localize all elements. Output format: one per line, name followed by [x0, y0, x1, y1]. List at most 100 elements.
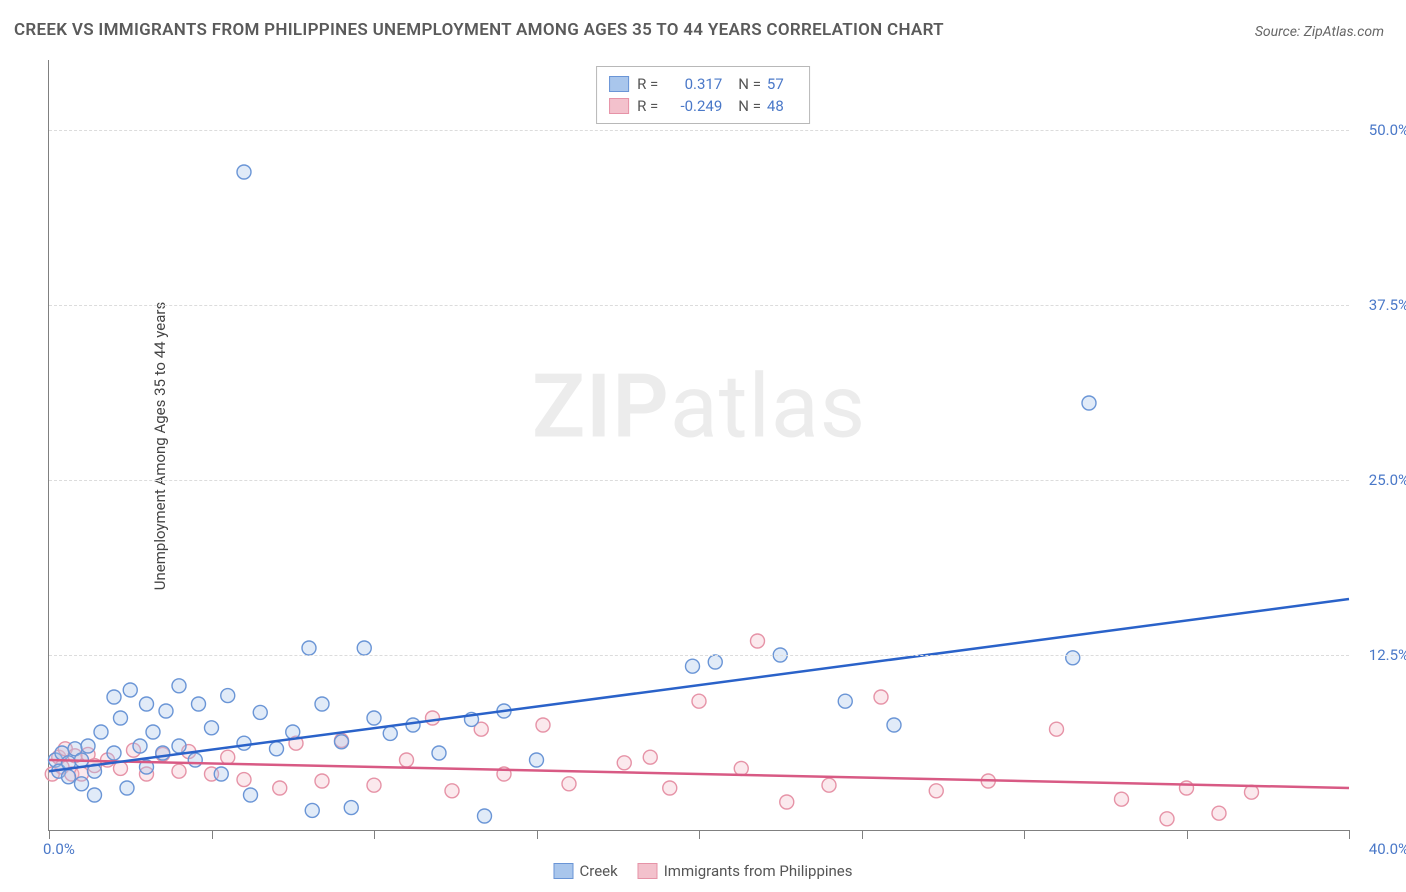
data-point-creek — [88, 788, 102, 802]
data-point-philippines — [751, 634, 765, 648]
data-point-philippines — [1212, 806, 1226, 820]
data-point-philippines — [273, 781, 287, 795]
data-point-creek — [478, 809, 492, 823]
data-point-creek — [159, 704, 173, 718]
legend-stats: R = 0.317 N = 57 R = -0.249 N = 48 — [596, 66, 810, 124]
n-label: N = — [738, 95, 761, 117]
data-point-philippines — [1160, 812, 1174, 826]
data-point-creek — [188, 753, 202, 767]
data-point-creek — [62, 770, 76, 784]
data-point-philippines — [426, 711, 440, 725]
data-point-creek — [708, 655, 722, 669]
y-tick-label: 12.5% — [1355, 646, 1406, 664]
data-point-philippines — [315, 774, 329, 788]
data-point-creek — [1082, 396, 1096, 410]
legend-stats-row-creek: R = 0.317 N = 57 — [609, 73, 797, 95]
data-point-creek — [123, 683, 137, 697]
r-label: R = — [637, 73, 658, 95]
data-point-creek — [81, 739, 95, 753]
legend-swatch-philippines — [609, 98, 629, 114]
data-point-creek — [270, 742, 284, 756]
data-point-creek — [1066, 651, 1080, 665]
legend-swatch-creek-icon — [553, 863, 573, 879]
x-origin-label: 0.0% — [43, 840, 75, 858]
data-point-creek — [107, 690, 121, 704]
r-value-creek: 0.317 — [664, 73, 722, 95]
legend-swatch-creek — [609, 76, 629, 92]
data-point-creek — [120, 781, 134, 795]
data-point-philippines — [1180, 781, 1194, 795]
r-value-philippines: -0.249 — [664, 95, 722, 117]
chart-title: CREEK VS IMMIGRANTS FROM PHILIPPINES UNE… — [14, 20, 944, 40]
grid-line — [49, 130, 1349, 131]
data-point-creek — [335, 735, 349, 749]
data-point-creek — [838, 694, 852, 708]
legend-label-philippines: Immigrants from Philippines — [664, 862, 853, 880]
x-tick — [537, 830, 538, 839]
data-point-creek — [530, 753, 544, 767]
data-point-creek — [887, 718, 901, 732]
grid-line — [49, 655, 1349, 656]
legend-series: Creek Immigrants from Philippines — [553, 862, 852, 880]
data-point-creek — [344, 801, 358, 815]
data-point-creek — [305, 803, 319, 817]
x-tick — [49, 830, 50, 839]
data-point-philippines — [172, 764, 186, 778]
data-point-philippines — [822, 778, 836, 792]
x-tick — [1187, 830, 1188, 839]
legend-stats-row-philippines: R = -0.249 N = 48 — [609, 95, 797, 117]
x-tick — [212, 830, 213, 839]
data-point-philippines — [400, 753, 414, 767]
data-point-philippines — [734, 761, 748, 775]
data-point-philippines — [874, 690, 888, 704]
data-point-creek — [286, 725, 300, 739]
data-point-creek — [357, 641, 371, 655]
chart-svg — [49, 60, 1349, 830]
legend-item-creek: Creek — [553, 862, 617, 880]
data-point-creek — [75, 777, 89, 791]
data-point-philippines — [617, 756, 631, 770]
data-point-philippines — [692, 694, 706, 708]
legend-label-creek: Creek — [579, 862, 617, 880]
y-tick-label: 37.5% — [1355, 296, 1406, 314]
data-point-creek — [237, 165, 251, 179]
x-tick — [699, 830, 700, 839]
data-point-creek — [221, 689, 235, 703]
y-tick-label: 50.0% — [1355, 121, 1406, 139]
r-label: R = — [637, 95, 658, 117]
x-tick — [1024, 830, 1025, 839]
data-point-creek — [172, 739, 186, 753]
data-point-creek — [172, 679, 186, 693]
trend-line-creek — [49, 599, 1349, 771]
x-tick — [374, 830, 375, 839]
data-point-philippines — [562, 777, 576, 791]
data-point-philippines — [237, 773, 251, 787]
n-value-creek: 57 — [767, 73, 797, 95]
data-point-creek — [302, 641, 316, 655]
data-point-creek — [432, 746, 446, 760]
data-point-creek — [192, 697, 206, 711]
data-point-creek — [214, 767, 228, 781]
data-point-philippines — [1050, 722, 1064, 736]
data-point-creek — [237, 736, 251, 750]
data-point-creek — [406, 718, 420, 732]
data-point-creek — [107, 746, 121, 760]
data-point-philippines — [780, 795, 794, 809]
legend-item-philippines: Immigrants from Philippines — [638, 862, 853, 880]
data-point-philippines — [663, 781, 677, 795]
grid-line — [49, 305, 1349, 306]
data-point-creek — [114, 711, 128, 725]
data-point-philippines — [367, 778, 381, 792]
data-point-creek — [140, 697, 154, 711]
data-point-philippines — [536, 718, 550, 732]
data-point-philippines — [929, 784, 943, 798]
y-tick-label: 25.0% — [1355, 471, 1406, 489]
data-point-creek — [133, 739, 147, 753]
data-point-creek — [146, 725, 160, 739]
data-point-creek — [253, 705, 267, 719]
source-label: Source: ZipAtlas.com — [1255, 24, 1384, 40]
n-value-philippines: 48 — [767, 95, 797, 117]
data-point-creek — [244, 788, 258, 802]
legend-swatch-philippines-icon — [638, 863, 658, 879]
data-point-philippines — [1115, 792, 1129, 806]
